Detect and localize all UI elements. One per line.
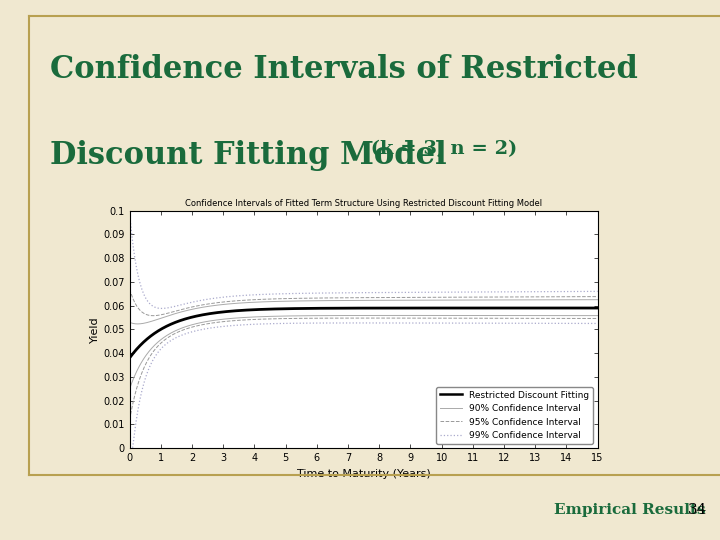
Text: Discount Fitting Model: Discount Fitting Model — [50, 140, 447, 171]
Text: (k = 3, n = 2): (k = 3, n = 2) — [364, 140, 517, 158]
Title: Confidence Intervals of Fitted Term Structure Using Restricted Discount Fitting : Confidence Intervals of Fitted Term Stru… — [185, 199, 542, 208]
Text: Empirical Results: Empirical Results — [554, 503, 706, 517]
X-axis label: Time to Maturity (Years): Time to Maturity (Years) — [297, 469, 431, 478]
Text: Confidence Intervals of Restricted: Confidence Intervals of Restricted — [50, 54, 638, 85]
Y-axis label: Yield: Yield — [91, 316, 101, 343]
Text: 34: 34 — [688, 503, 707, 517]
Legend: Restricted Discount Fitting, 90% Confidence Interval, 95% Confidence Interval, 9: Restricted Discount Fitting, 90% Confide… — [436, 387, 593, 444]
